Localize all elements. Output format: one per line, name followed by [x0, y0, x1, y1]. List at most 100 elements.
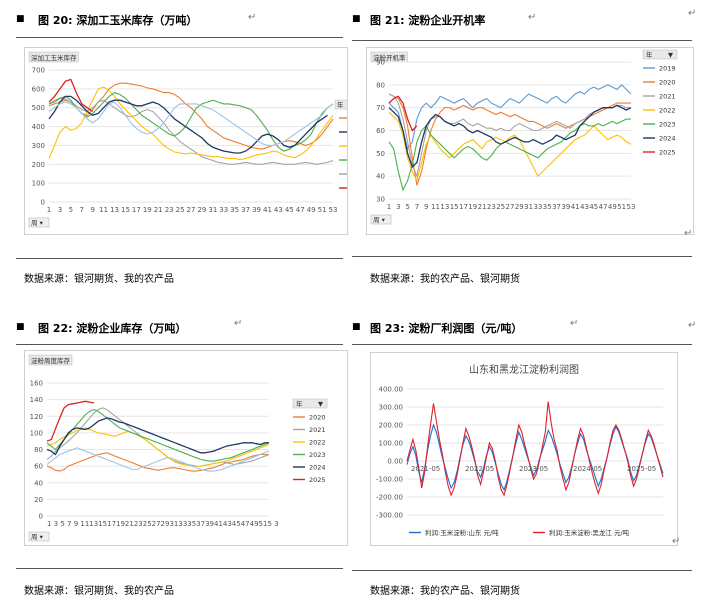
return-mark-icon: ↵ — [684, 228, 693, 239]
x-tick-label: 2021-05 — [411, 465, 440, 473]
filter-label: 周 ▾ — [31, 219, 44, 227]
x-tick-label: 13 — [440, 203, 449, 211]
x-tick-label: 9 — [424, 203, 428, 211]
y-tick-label: 140 — [30, 396, 43, 404]
series-line-2023 — [48, 91, 334, 152]
legend-title: 年 — [337, 100, 344, 109]
return-mark-icon: ↵ — [688, 8, 697, 19]
x-tick-label: 3 — [58, 206, 62, 214]
x-tick-label: 39 — [252, 206, 261, 214]
legend-title: 年 — [646, 50, 653, 59]
x-tick-label: 21 — [154, 206, 163, 214]
bullet-icon: ■ — [16, 14, 25, 24]
series-line-2024 — [46, 417, 269, 456]
x-tick-label: 11 — [99, 206, 108, 214]
legend-title: 年 — [296, 399, 303, 408]
y-tick-label: 20 — [34, 496, 43, 504]
x-tick-label: 15 — [121, 206, 130, 214]
return-mark-icon: ↵ — [688, 320, 697, 331]
x-tick-label: 35 — [230, 206, 239, 214]
divider — [352, 344, 692, 345]
x-tick-label: 35 — [543, 203, 552, 211]
filter-label: 周 ▾ — [31, 533, 44, 541]
series-line-2020 — [46, 452, 269, 472]
legend-header — [334, 99, 347, 110]
x-tick-label: 33 — [219, 206, 228, 214]
filter-dropdown — [28, 531, 50, 542]
legend-label-2021: 2021 — [309, 426, 326, 434]
y-tick-label: -200.00 — [376, 494, 403, 502]
figure-22-title: 图 22: 淀粉企业库存（万吨） — [38, 322, 187, 335]
divider — [352, 570, 692, 571]
series-line-light — [48, 101, 334, 146]
x-tick-label: 2022-05 — [465, 465, 494, 473]
x-tick-label: 23 — [487, 203, 496, 211]
series-line-2021 — [388, 93, 631, 179]
x-tick-label: 53 — [627, 203, 636, 211]
y-tick-label: 120 — [30, 413, 43, 421]
x-tick-labels: 1 3 5 7 9 111315171921232527293133353739… — [47, 520, 279, 528]
legend-label-profit_sd: 利润:玉米淀粉:山东 元/吨 — [425, 528, 499, 537]
pivot-field-tag — [28, 51, 79, 63]
x-tick-label: 19 — [143, 206, 152, 214]
x-tick-label: 23 — [165, 206, 174, 214]
x-tick-label: 1 — [47, 206, 51, 214]
legend-label-2022: 2022 — [309, 439, 326, 447]
x-tick-label: 9 — [90, 206, 94, 214]
x-tick-label: 15 — [450, 203, 459, 211]
chart-22: 淀粉周度库存 0 20 40 60 80 100 120 140 160 1 3 5 7 9 111… — [24, 350, 348, 546]
series-line-2024 — [388, 104, 632, 169]
x-tick-label: 51 — [617, 203, 626, 211]
x-tick-label: 17 — [132, 206, 141, 214]
divider — [16, 37, 343, 38]
filter-icon: ▼ — [668, 51, 673, 59]
y-tick-label: 80 — [376, 81, 385, 89]
legend-label-2020: 2020 — [309, 414, 326, 422]
y-tick-label: 70 — [376, 104, 385, 112]
x-tick-label: 37 — [552, 203, 561, 211]
x-tick-label: 31 — [524, 203, 533, 211]
return-mark-icon: ↵ — [528, 12, 537, 23]
divider — [16, 344, 343, 345]
legend-label-2020: 2020 — [659, 79, 676, 87]
series-line-2021 — [48, 97, 334, 165]
return-mark-icon: ↵ — [570, 318, 579, 329]
x-tick-label: 7 — [80, 206, 84, 214]
chart-20: 深加工玉米库存 0 100 200 300 400 500 600 700 1 3 5 7 9 11 13 15… — [24, 47, 348, 235]
x-tick-label: 43 — [274, 206, 283, 214]
x-tick-label: 1 — [387, 203, 391, 211]
series-line-2022 — [46, 427, 270, 467]
y-tick-label: 400.00 — [379, 386, 404, 394]
x-tick-label: 47 — [599, 203, 608, 211]
filter-dropdown — [370, 214, 392, 225]
x-tick-label: 41 — [571, 203, 580, 211]
return-mark-icon: ↵ — [672, 536, 681, 547]
x-tick-label: 47 — [296, 206, 305, 214]
return-mark-icon: ↵ — [248, 12, 257, 23]
divider — [16, 258, 343, 259]
x-tick-label: 45 — [589, 203, 598, 211]
y-tick-label: 80 — [34, 446, 43, 454]
x-tick-label: 2025-05 — [627, 465, 656, 473]
x-tick-label: 27 — [187, 206, 196, 214]
x-tick-label: 41 — [263, 206, 272, 214]
legend-label-2024: 2024 — [659, 135, 676, 143]
x-tick-label: 39 — [561, 203, 570, 211]
x-tick-label: 7 — [415, 203, 419, 211]
bullet-icon: ■ — [352, 14, 361, 24]
series-line-2019 — [388, 84, 632, 151]
series-line-2023 — [388, 118, 631, 192]
y-tick-label: 100 — [32, 180, 45, 188]
legend-label-profit_hlj: 利润:玉米淀粉:黑龙江 元/吨 — [549, 528, 630, 537]
series-line-light — [46, 447, 270, 472]
series-line-profit_sd — [406, 423, 664, 492]
y-tick-label: -300.00 — [376, 512, 403, 520]
figure-23-title: 图 23: 淀粉厂利润图（元/吨） — [370, 322, 523, 335]
y-tick-label: 0 — [39, 513, 43, 521]
legend-label-2021: 2021 — [659, 93, 676, 101]
x-tick-label: 45 — [285, 206, 294, 214]
x-tick-label: 13 — [110, 206, 119, 214]
x-tick-label: 2024-05 — [573, 465, 602, 473]
legend-label-2024: 2024 — [309, 464, 326, 472]
series-line-2025 — [388, 95, 418, 132]
